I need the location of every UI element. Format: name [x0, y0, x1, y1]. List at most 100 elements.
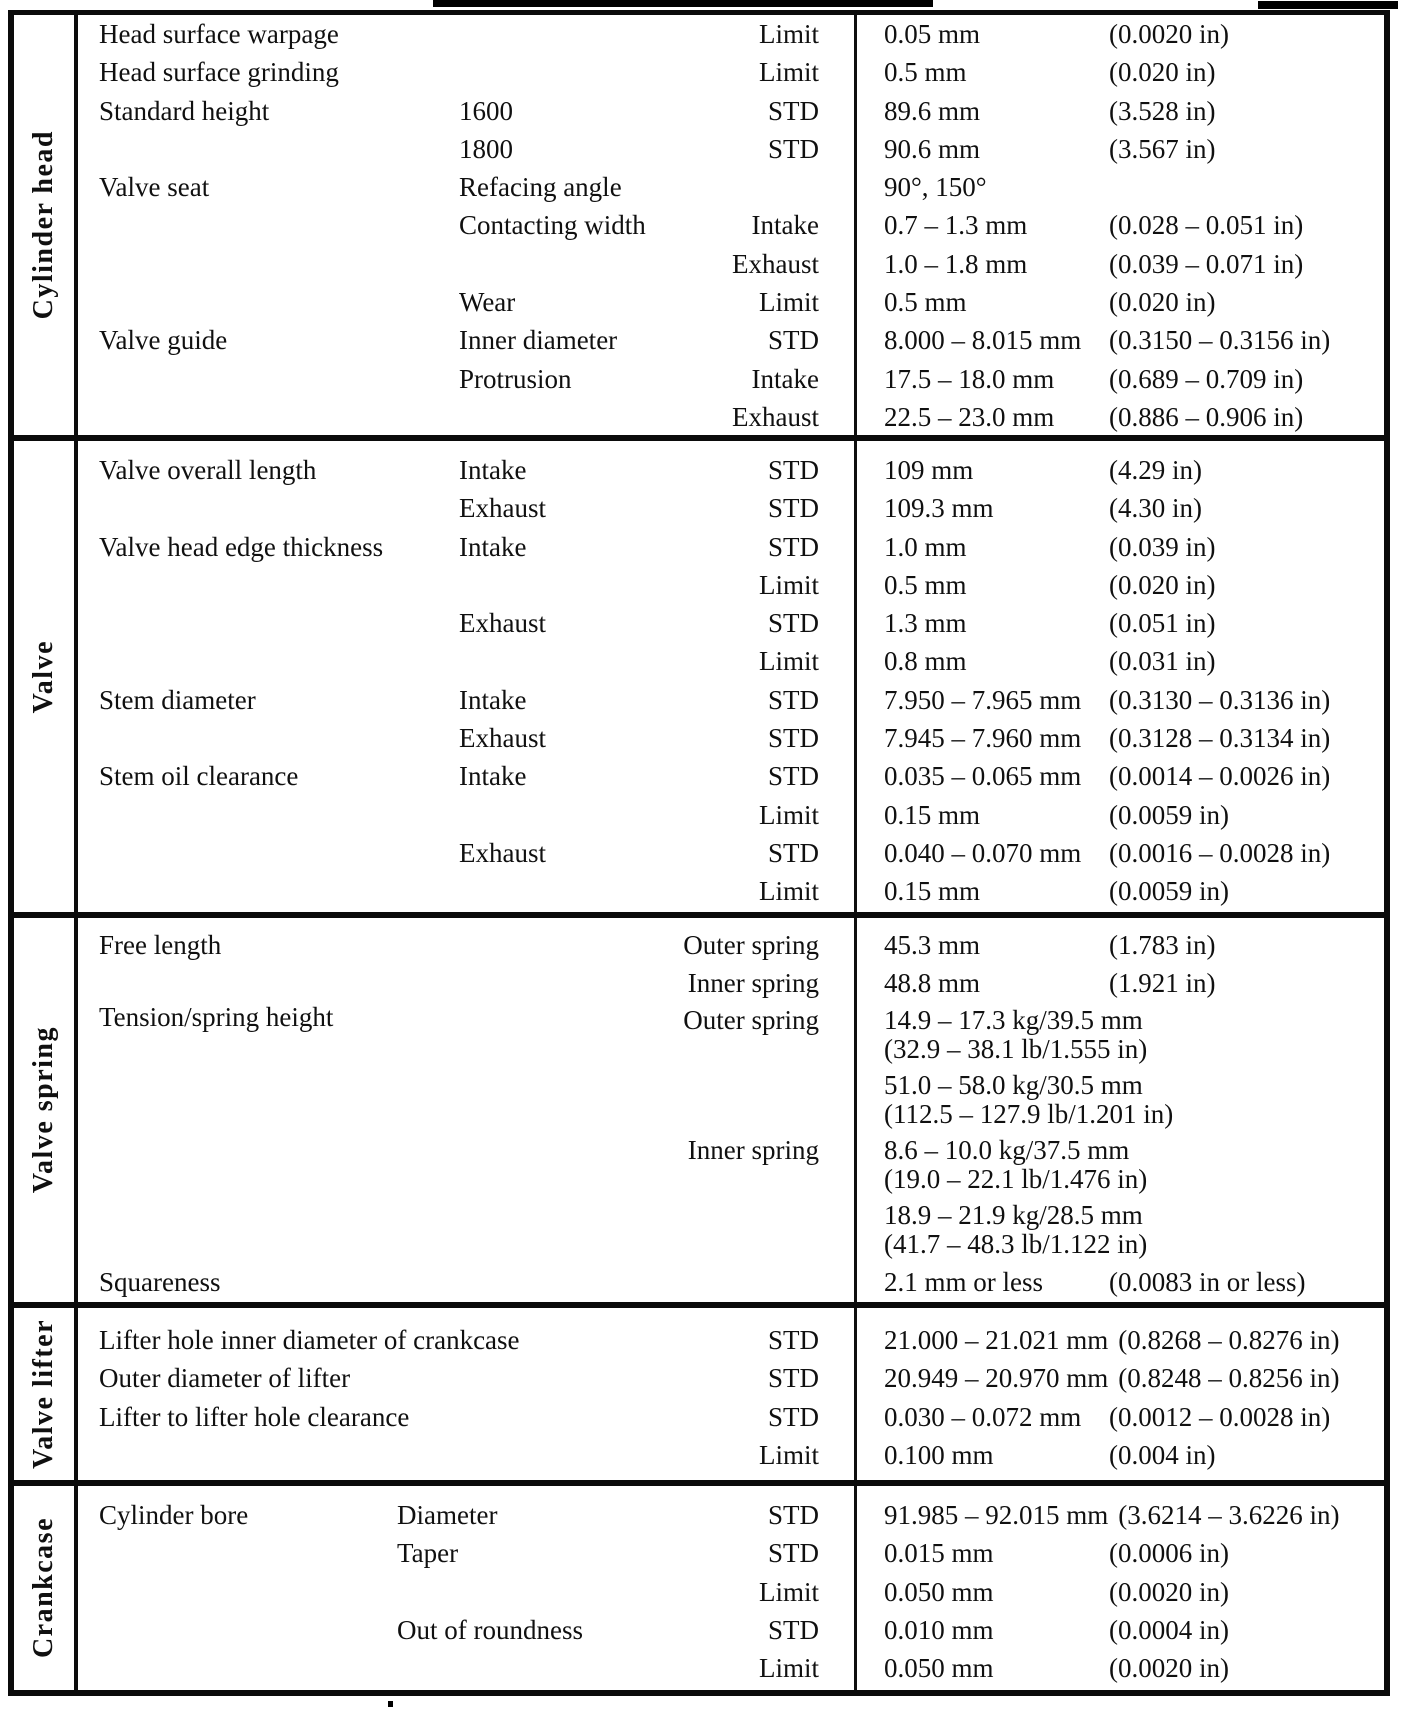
spec-values: 89.6 mm (3.528 in)	[884, 92, 1215, 130]
spec-values: 0.100 mm (0.004 in)	[884, 1436, 1215, 1474]
inch-value: (0.004 in)	[1109, 1439, 1216, 1470]
spec-row: Stem diameter Intake STD 7.950 – 7.965 mm (0…	[78, 681, 1384, 719]
inch-value: (0.3150 – 0.3156 in)	[1109, 325, 1331, 356]
inch-value: (0.031 in)	[1109, 646, 1216, 677]
spec-values: 90°, 150°	[884, 168, 1109, 206]
spec-row: Exhaust STD 109.3 mm (4.30 in)	[78, 489, 1384, 527]
inch-value: (0.0016 – 0.0028 in)	[1109, 837, 1331, 868]
inch-value: (0.8248 – 0.8256 in)	[1118, 1363, 1340, 1394]
spec-values: 0.030 – 0.072 mm (0.0012 – 0.0028 in)	[884, 1398, 1330, 1436]
spec-subitem-label: Exhaust	[459, 723, 546, 754]
spec-qualifier: Limit	[759, 799, 819, 830]
section-label: Valve spring	[28, 1026, 59, 1194]
metric-value: 14.9 – 17.3 kg/39.5 mm	[884, 1004, 1143, 1035]
spec-subitem-label: 1800	[459, 133, 513, 164]
metric-value: 91.985 – 92.015 mm	[884, 1500, 1109, 1530]
spec-row: Exhaust STD 1.3 mm (0.051 in)	[78, 604, 1384, 642]
spec-row: Limit 0.100 mm (0.004 in)	[78, 1436, 1384, 1474]
section-label-cell: Valve	[14, 441, 78, 912]
spec-values: 0.050 mm (0.0020 in)	[884, 1649, 1229, 1687]
spec-values: 0.5 mm (0.020 in)	[884, 53, 1215, 91]
spec-values: 0.15 mm (0.0059 in)	[884, 796, 1229, 834]
spec-subitem-label: Exhaust	[459, 493, 546, 524]
spec-row: Valve overall length Intake STD 109 mm (4.29…	[78, 451, 1384, 489]
inch-value: (0.8268 – 0.8276 in)	[1118, 1325, 1340, 1355]
inch-value: (0.0020 in)	[1109, 19, 1229, 49]
metric-value: 0.15 mm	[884, 876, 981, 907]
spec-qualifier: Limit	[759, 19, 819, 49]
metric-value: 0.05 mm	[884, 19, 981, 49]
scan-artifact	[433, 0, 933, 7]
spec-values: 45.3 mm (1.783 in)	[884, 926, 1215, 964]
section-label-cell: Valve spring	[14, 918, 78, 1302]
spec-qualifier: STD	[767, 1538, 819, 1569]
spec-qualifier: STD	[767, 837, 819, 868]
metric-value: 21.000 – 21.021 mm	[884, 1325, 1109, 1355]
metric-value: 18.9 – 21.9 kg/28.5 mm	[884, 1199, 1143, 1230]
spec-values: 0.8 mm (0.031 in)	[884, 642, 1215, 680]
inch-value: (0.020 in)	[1109, 57, 1216, 88]
inch-value: (3.6214 – 3.6226 in)	[1118, 1500, 1340, 1530]
spec-row: Contacting width Intake 0.7 – 1.3 mm (0.028…	[78, 206, 1384, 244]
metric-value: 8.000 – 8.015 mm	[884, 325, 1082, 356]
spec-subitem-label: Protrusion	[459, 363, 572, 394]
spec-row: 1800 STD 90.6 mm (3.567 in)	[78, 130, 1384, 168]
spec-row: Outer diameter of lifter STD 20.949 – 20.9…	[78, 1359, 1384, 1397]
inch-value: (0.039 – 0.071 in)	[1109, 248, 1304, 279]
metric-value: 8.6 – 10.0 kg/37.5 mm	[884, 1134, 1130, 1165]
spec-subitem-label: Exhaust	[459, 608, 546, 639]
inch-value: (0.0059 in)	[1109, 876, 1229, 907]
metric-value: 0.015 mm	[884, 1538, 994, 1569]
metric-value: 0.5 mm	[884, 569, 967, 600]
spec-qualifier: Limit	[759, 569, 819, 600]
spec-row: Free length Outer spring 45.3 mm (1.783 in)	[78, 926, 1384, 964]
spec-values: 20.949 – 20.970 mm (0.8248 – 0.8256 in)	[884, 1359, 1340, 1397]
spec-subitem-label: Taper	[397, 1538, 459, 1569]
spec-values: 0.015 mm (0.0006 in)	[884, 1534, 1229, 1572]
inch-value: (112.5 – 127.9 lb/1.201 in)	[884, 1099, 1174, 1130]
spec-row: Tension/spring height Outer spring 14.9 – …	[78, 1001, 1384, 1068]
metric-value: 22.5 – 23.0 mm	[884, 401, 1055, 432]
spec-subitem-label: Out of roundness	[397, 1614, 583, 1645]
metric-value: 0.5 mm	[884, 287, 967, 318]
spec-row: Exhaust STD 7.945 – 7.960 mm (0.3128 – 0.31…	[78, 719, 1384, 757]
metric-value: 0.8 mm	[884, 646, 967, 677]
spec-values: 0.035 – 0.065 mm (0.0014 – 0.0026 in)	[884, 757, 1330, 795]
inch-value: (0.051 in)	[1109, 608, 1216, 639]
metric-value: 0.035 – 0.065 mm	[884, 761, 1082, 792]
section-rows: Head surface warpage Limit 0.05 mm (0.0020 …	[78, 15, 1384, 435]
metric-value: 0.010 mm	[884, 1614, 994, 1645]
inch-value: (4.30 in)	[1109, 493, 1202, 524]
spec-qualifier: Limit	[759, 646, 819, 677]
spec-values: 0.05 mm (0.0020 in)	[884, 15, 1229, 53]
spec-values: 18.9 – 21.9 kg/28.5 mm (41.7 – 48.3 lb/1.…	[884, 1199, 1147, 1260]
spec-subitem-label: Wear	[459, 287, 516, 318]
spec-row: Limit 0.5 mm (0.020 in)	[78, 566, 1384, 604]
metric-value: 90.6 mm	[884, 133, 981, 164]
spec-row: Squareness 2.1 mm or less (0.0083 in or le…	[78, 1263, 1384, 1301]
inch-value: (1.921 in)	[1109, 968, 1216, 999]
section-rows: Cylinder bore Diameter STD 91.985 – 92.015 …	[78, 1486, 1384, 1690]
spec-row: Protrusion Intake 17.5 – 18.0 mm (0.689 – 0…	[78, 360, 1384, 398]
inch-value: (0.028 – 0.051 in)	[1109, 210, 1304, 241]
spec-values: 1.0 – 1.8 mm (0.039 – 0.071 in)	[884, 245, 1303, 283]
inch-value: (0.886 – 0.906 in)	[1109, 401, 1304, 432]
spec-qualifier: STD	[767, 761, 819, 792]
section-rows: Free length Outer spring 45.3 mm (1.783 in)…	[78, 918, 1384, 1302]
spec-row: Head surface grinding Limit 0.5 mm (0.020 i…	[78, 53, 1384, 91]
spec-row: Valve guide Inner diameter STD 8.000 – 8.01…	[78, 321, 1384, 359]
section-valve: Valve Valve overall length Intake STD 109 mm…	[14, 441, 1384, 918]
spec-values: 109 mm (4.29 in)	[884, 451, 1202, 489]
spec-item-label: Tension/spring height	[99, 1001, 334, 1032]
section-rows: Valve overall length Intake STD 109 mm (4.29…	[78, 441, 1384, 912]
inch-value: (0.0014 – 0.0026 in)	[1109, 761, 1331, 792]
scan-artifact	[388, 1701, 393, 1707]
spec-subitem-label: Refacing angle	[459, 172, 622, 203]
metric-value: 7.945 – 7.960 mm	[884, 723, 1082, 754]
spec-subitem-label: Intake	[459, 455, 527, 485]
spec-item-label: Free length	[99, 930, 222, 960]
section-crankcase: Crankcase Cylinder bore Diameter STD 91.985 …	[14, 1486, 1384, 1690]
spec-row: Inner spring 48.8 mm (1.921 in)	[78, 964, 1384, 1002]
spec-qualifier: STD	[767, 493, 819, 524]
spec-values: 109.3 mm (4.30 in)	[884, 489, 1202, 527]
